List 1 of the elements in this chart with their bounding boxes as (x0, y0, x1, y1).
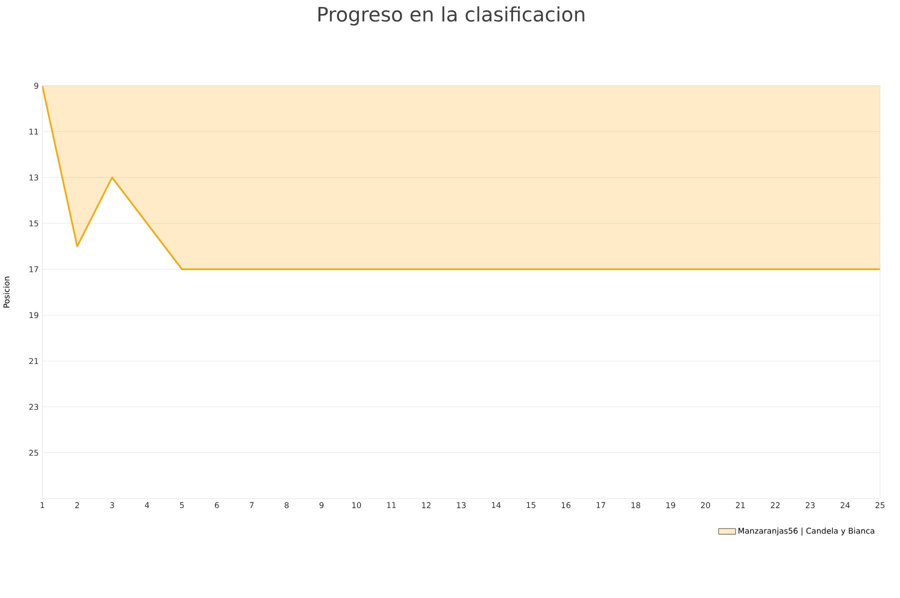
chart-title: Progreso en la clasificacion (318, 6, 584, 26)
